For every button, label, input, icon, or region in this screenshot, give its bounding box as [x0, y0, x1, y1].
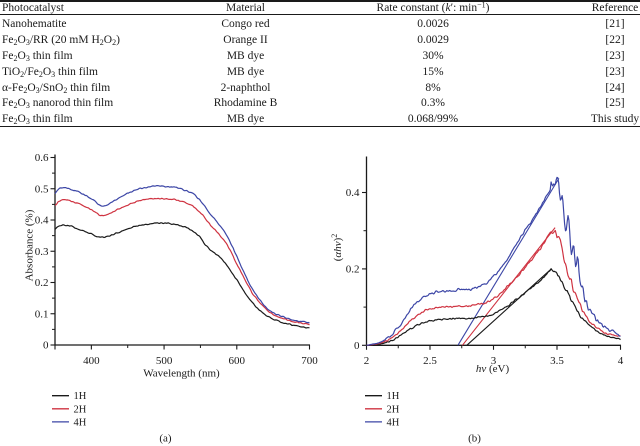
svg-text:400: 400 [83, 355, 100, 367]
svg-text:Absorbance (%): Absorbance (%) [24, 209, 36, 281]
svg-text:0.6: 0.6 [35, 152, 49, 164]
svg-text:2H: 2H [74, 404, 87, 415]
svg-text:600: 600 [229, 355, 246, 367]
svg-text:1H: 1H [387, 391, 400, 402]
svg-text:(αhν)2: (αhν)2 [330, 234, 344, 262]
svg-text:3.5: 3.5 [550, 355, 564, 367]
svg-text:3: 3 [491, 355, 497, 367]
svg-text:(a): (a) [159, 433, 172, 445]
svg-text:0.4: 0.4 [35, 215, 49, 227]
svg-text:hν (eV): hν (eV) [476, 363, 510, 375]
svg-text:1H: 1H [74, 391, 87, 402]
svg-text:0.4: 0.4 [346, 187, 360, 199]
svg-text:0.2: 0.2 [35, 277, 49, 289]
svg-text:700: 700 [301, 355, 318, 367]
svg-text:4H: 4H [387, 417, 400, 428]
svg-text:0.2: 0.2 [346, 264, 360, 276]
svg-text:2.5: 2.5 [423, 355, 437, 367]
svg-text:4: 4 [618, 355, 624, 367]
svg-text:0.1: 0.1 [35, 308, 49, 320]
svg-text:0: 0 [43, 340, 49, 352]
svg-text:4H: 4H [74, 417, 87, 428]
svg-text:Wavelength (nm): Wavelength (nm) [143, 368, 220, 380]
svg-text:(b): (b) [468, 433, 481, 445]
svg-text:500: 500 [156, 355, 173, 367]
svg-text:0: 0 [354, 340, 360, 352]
svg-text:2H: 2H [387, 404, 400, 415]
svg-text:0.5: 0.5 [35, 183, 49, 195]
svg-text:0.3: 0.3 [35, 246, 49, 258]
svg-text:2: 2 [364, 355, 370, 367]
